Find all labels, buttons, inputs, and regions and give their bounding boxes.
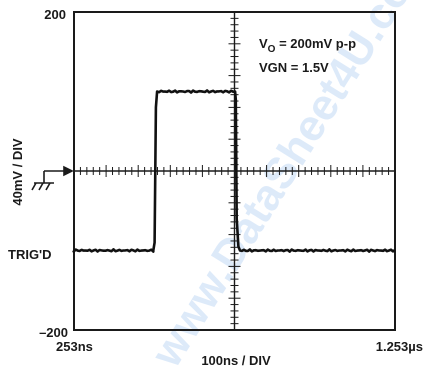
- x-axis-label: 100ns / DIV: [201, 353, 271, 368]
- y-bottom-label: –200: [39, 325, 68, 340]
- y-axis-label: 40mV / DIV: [10, 138, 25, 206]
- x-right-label: 1.253µs: [376, 339, 423, 354]
- series-line: [72, 89, 396, 253]
- watermark: www.DataSheet4U.com: [141, 0, 426, 373]
- x-left-label: 253ns: [56, 339, 93, 354]
- annotation-vo: VO = 200mV p-p: [259, 36, 356, 55]
- ground-marker: [31, 165, 74, 191]
- annotation-vgn: VGN = 1.5V: [259, 60, 329, 75]
- trig-label: TRIG'D: [8, 247, 52, 262]
- axis-ticks: [79, 17, 390, 325]
- y-top-label: 200: [44, 7, 66, 22]
